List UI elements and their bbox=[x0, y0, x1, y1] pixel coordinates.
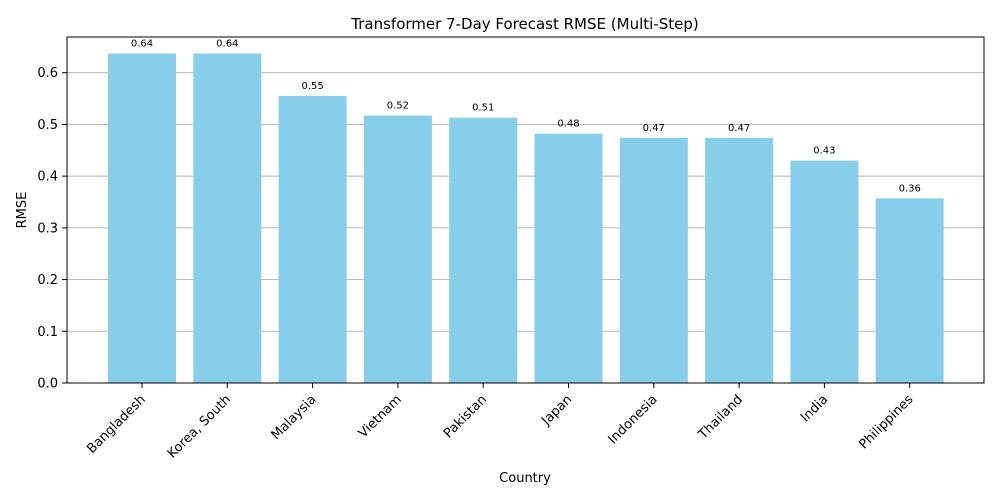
y-tick-label: 0.2 bbox=[37, 273, 58, 288]
data-label: 0.55 bbox=[301, 81, 323, 92]
data-labels: 0.64 0.64 0.55 0.52 0.51 0.48 0.47 0.47 0.43 0.36 bbox=[131, 39, 921, 195]
data-label: 0.64 bbox=[216, 39, 238, 50]
bar bbox=[449, 117, 518, 384]
x-tick-label: Korea, South bbox=[165, 392, 234, 461]
bar bbox=[193, 53, 262, 383]
x-tick-label: Malaysia bbox=[269, 392, 320, 443]
y-tick-label: 0.1 bbox=[37, 325, 58, 340]
data-label: 0.52 bbox=[387, 101, 409, 112]
data-label: 0.43 bbox=[813, 146, 835, 157]
bar bbox=[619, 137, 688, 383]
bar bbox=[705, 137, 774, 383]
y-tick-label: 0.3 bbox=[37, 221, 58, 236]
x-tick-label: Vietnam bbox=[356, 392, 405, 441]
bars bbox=[108, 53, 944, 384]
bar bbox=[790, 160, 859, 383]
y-tick-label: 0.6 bbox=[37, 66, 58, 81]
x-tick-label: Bangladesh bbox=[84, 392, 149, 457]
x-axis-label: Country bbox=[499, 471, 551, 486]
bar bbox=[534, 133, 603, 383]
y-axis-ticks: 0.0 0.1 0.2 0.3 0.4 0.5 0.6 bbox=[37, 66, 67, 392]
data-label: 0.36 bbox=[899, 183, 921, 194]
y-tick-label: 0.0 bbox=[37, 377, 58, 392]
bar bbox=[108, 53, 176, 383]
x-tick-label: India bbox=[798, 392, 831, 425]
chart-title: Transformer 7-Day Forecast RMSE (Multi-S… bbox=[350, 15, 698, 33]
x-tick-label: Thailand bbox=[695, 392, 746, 443]
bar bbox=[278, 95, 347, 383]
x-tick-label: Japan bbox=[538, 392, 575, 429]
plot-frame bbox=[66, 36, 985, 384]
x-tick-label: Pakistan bbox=[441, 392, 490, 441]
data-label: 0.64 bbox=[131, 39, 153, 50]
data-label: 0.47 bbox=[728, 123, 750, 134]
bar bbox=[875, 198, 944, 383]
y-tick-label: 0.5 bbox=[37, 118, 58, 133]
data-label: 0.51 bbox=[472, 103, 494, 114]
data-label: 0.47 bbox=[643, 123, 665, 134]
bar bbox=[363, 115, 432, 383]
data-label: 0.48 bbox=[557, 119, 579, 130]
y-tick-label: 0.4 bbox=[37, 170, 58, 185]
x-tick-label: Indonesia bbox=[606, 392, 661, 447]
x-axis-ticks: Bangladesh Korea, South Malaysia Vietnam Pak… bbox=[84, 383, 917, 461]
x-tick-label: Philippines bbox=[856, 392, 916, 452]
y-axis-label: RMSE bbox=[15, 192, 30, 229]
